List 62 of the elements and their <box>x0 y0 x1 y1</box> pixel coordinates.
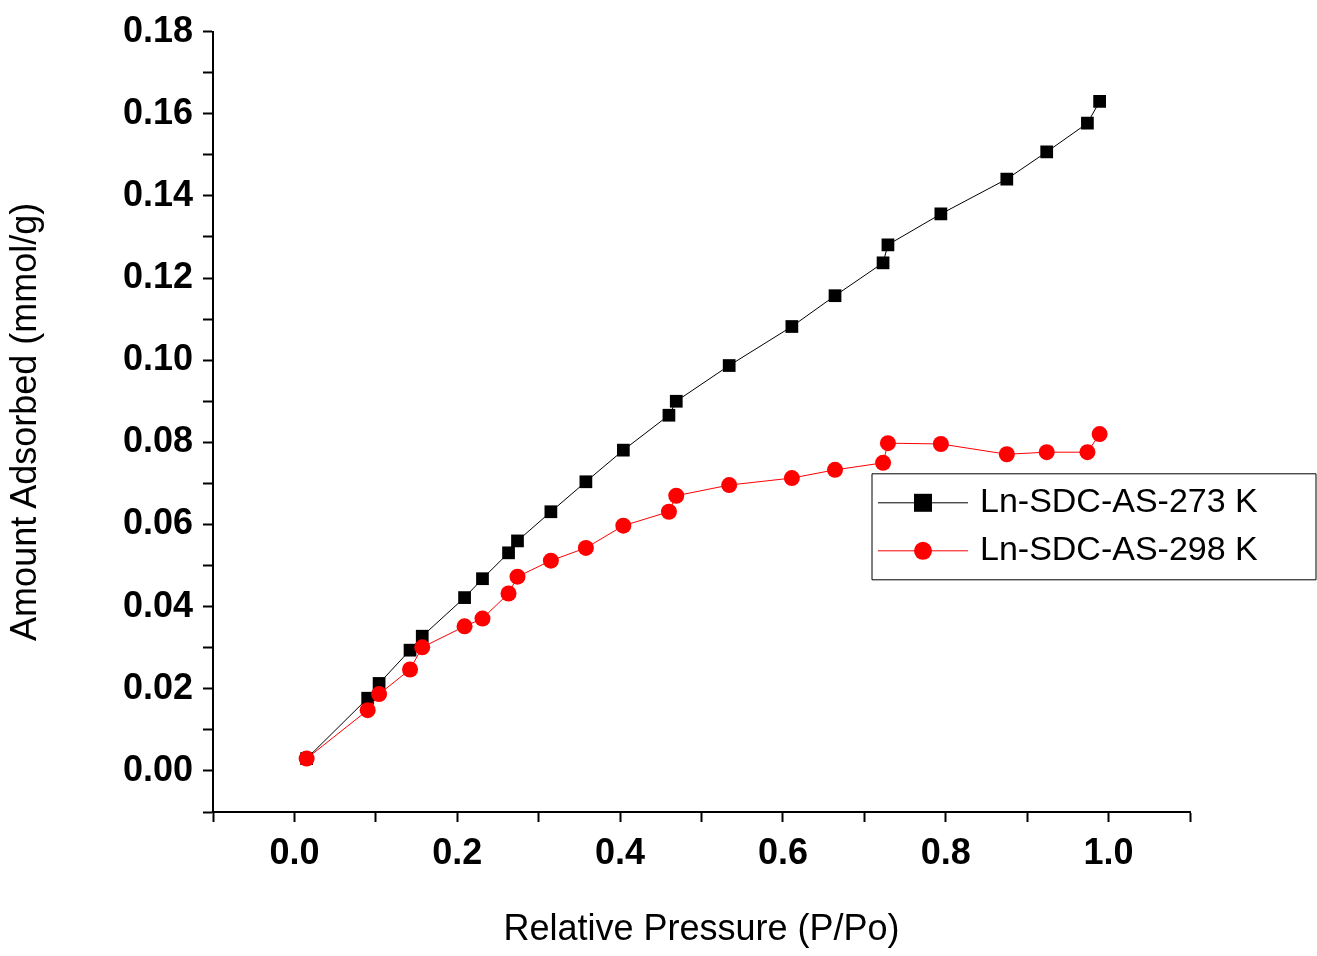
y-tick-label: 0.08 <box>122 419 193 461</box>
point <box>502 546 515 560</box>
point <box>1000 172 1014 186</box>
point <box>785 320 799 333</box>
point <box>509 568 526 585</box>
point <box>998 446 1015 463</box>
x-tick-label: 0.0 <box>269 830 320 872</box>
point <box>881 238 895 252</box>
y-tick-label: 0.18 <box>122 8 193 50</box>
x-tick-label: 0.2 <box>432 830 483 872</box>
point <box>668 487 685 504</box>
point <box>371 686 388 703</box>
point <box>542 552 559 569</box>
point <box>1093 95 1106 108</box>
point <box>577 539 594 556</box>
point <box>662 408 676 422</box>
point <box>1038 444 1055 461</box>
point <box>474 610 491 627</box>
point <box>476 572 489 586</box>
point <box>783 470 800 487</box>
x-tick-label: 0.6 <box>757 830 808 872</box>
y-tick-label: 0.06 <box>122 501 193 543</box>
y-tick-label: 0.10 <box>122 337 193 379</box>
point <box>359 702 376 719</box>
point <box>1079 444 1096 461</box>
y-tick-label: 0.02 <box>122 665 193 707</box>
point <box>932 435 949 452</box>
legend-label: Ln-SDC-AS-273 K <box>980 481 1259 520</box>
legend-label: Ln-SDC-AS-298 K <box>980 529 1259 568</box>
point <box>414 639 431 656</box>
point <box>544 505 558 519</box>
point <box>722 359 736 372</box>
point <box>579 475 593 489</box>
point <box>721 477 738 494</box>
point <box>500 585 517 602</box>
y-tick-label: 0.14 <box>122 172 193 214</box>
point <box>879 435 896 452</box>
x-tick-label: 0.8 <box>920 830 971 872</box>
point <box>669 394 683 408</box>
point <box>458 591 471 604</box>
point <box>1091 426 1108 443</box>
y-tick-label: 0.16 <box>122 90 193 132</box>
y-tick-label: 0.04 <box>122 583 193 625</box>
point <box>403 643 417 657</box>
y-axis-title: Amount Adsorbed (mmol/g) <box>2 202 44 641</box>
y-tick-label: 0.00 <box>122 747 193 789</box>
point <box>402 661 419 678</box>
point <box>616 443 630 457</box>
point <box>456 618 473 635</box>
x-axis-title: Relative Pressure (P/Po) <box>503 907 900 949</box>
point <box>827 461 844 478</box>
point <box>1081 116 1094 130</box>
point <box>828 289 842 303</box>
point <box>615 517 632 534</box>
y-tick-label: 0.12 <box>122 254 193 296</box>
point <box>511 534 524 548</box>
point <box>876 256 890 270</box>
point <box>875 454 892 471</box>
point <box>660 503 677 520</box>
x-tick-label: 0.4 <box>595 830 646 872</box>
x-tick-label: 1.0 <box>1083 830 1134 872</box>
point <box>1040 145 1054 159</box>
